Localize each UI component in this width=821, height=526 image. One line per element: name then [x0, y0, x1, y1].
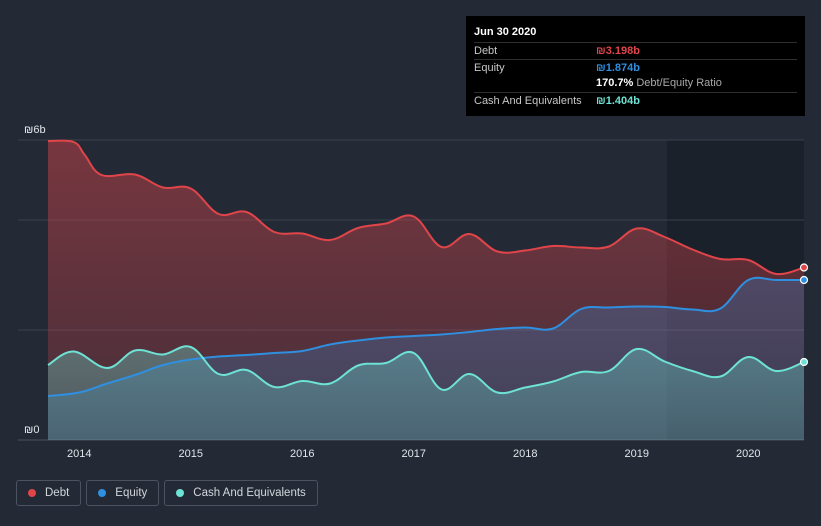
tooltip-ratio-label [474, 75, 596, 92]
x-tick-label-2020: 2020 [736, 448, 760, 460]
legend-item-equity[interactable]: Equity [86, 480, 160, 506]
legend-item-cash[interactable]: Cash And Equivalents [164, 480, 318, 506]
data-tooltip: Jun 30 2020 Debt ₪3.198b Equity ₪1.874b … [466, 16, 805, 116]
x-axis-ticks: 2014 2015 2016 2017 2018 2019 2020 [67, 448, 761, 460]
tooltip-row-equity: Equity ₪1.874b [474, 58, 797, 76]
line-cash [47, 345, 805, 395]
line-debt [47, 139, 805, 276]
legend-debt-dot [28, 489, 36, 497]
chart-legend: Debt Equity Cash And Equivalents [16, 480, 318, 506]
x-tick-label-2014: 2014 [67, 448, 91, 460]
legend-cash-dot [176, 489, 185, 497]
endpoint-cash[interactable] [799, 357, 809, 367]
tooltip-ratio-caption: Debt/Equity Ratio [636, 77, 722, 89]
x-tick-label-2015: 2015 [178, 448, 202, 460]
tooltip-row-ratio: 170.7% Debt/Equity Ratio [474, 75, 797, 92]
x-tick-label-2018: 2018 [513, 448, 537, 460]
tooltip-equity-value: ₪1.874b [596, 61, 640, 74]
tooltip-date: Jun 30 2020 [474, 26, 537, 38]
legend-equity-label: Equity [115, 487, 148, 499]
tooltip-row-cash: Cash And Equivalents ₪1.404b [474, 91, 797, 109]
tooltip-cash-value: ₪1.404b [596, 94, 640, 107]
marker-layer [799, 263, 809, 367]
tooltip-debt-label: Debt [474, 45, 498, 57]
legend-debt-label: Debt [45, 487, 70, 499]
legend-cash-label: Cash And Equivalents [193, 487, 306, 499]
area-cash [48, 346, 804, 440]
x-tick-label-2016: 2016 [290, 448, 314, 460]
legend-item-debt[interactable]: Debt [16, 480, 82, 506]
endpoint-equity[interactable] [799, 275, 809, 285]
tooltip-cash-label: Cash And Equivalents [474, 94, 582, 107]
tooltip-debt-value: ₪3.198b [596, 45, 640, 57]
area-layer [48, 140, 804, 441]
tooltip-equity-label: Equity [474, 61, 505, 74]
y-axis-bottom-label: ₪0 [24, 424, 39, 436]
line-layer [47, 139, 805, 397]
x-tick-label-2019: 2019 [625, 448, 649, 460]
tooltip-ratio-value: 170.7% [596, 77, 634, 89]
endpoint-debt[interactable] [799, 263, 809, 272]
tooltip-row-debt: Debt ₪3.198b [474, 42, 797, 59]
legend-equity-dot [98, 489, 107, 497]
line-equity [47, 276, 804, 397]
x-tick-label-2017: 2017 [401, 448, 425, 460]
y-axis-top-label: ₪6b [24, 124, 46, 136]
